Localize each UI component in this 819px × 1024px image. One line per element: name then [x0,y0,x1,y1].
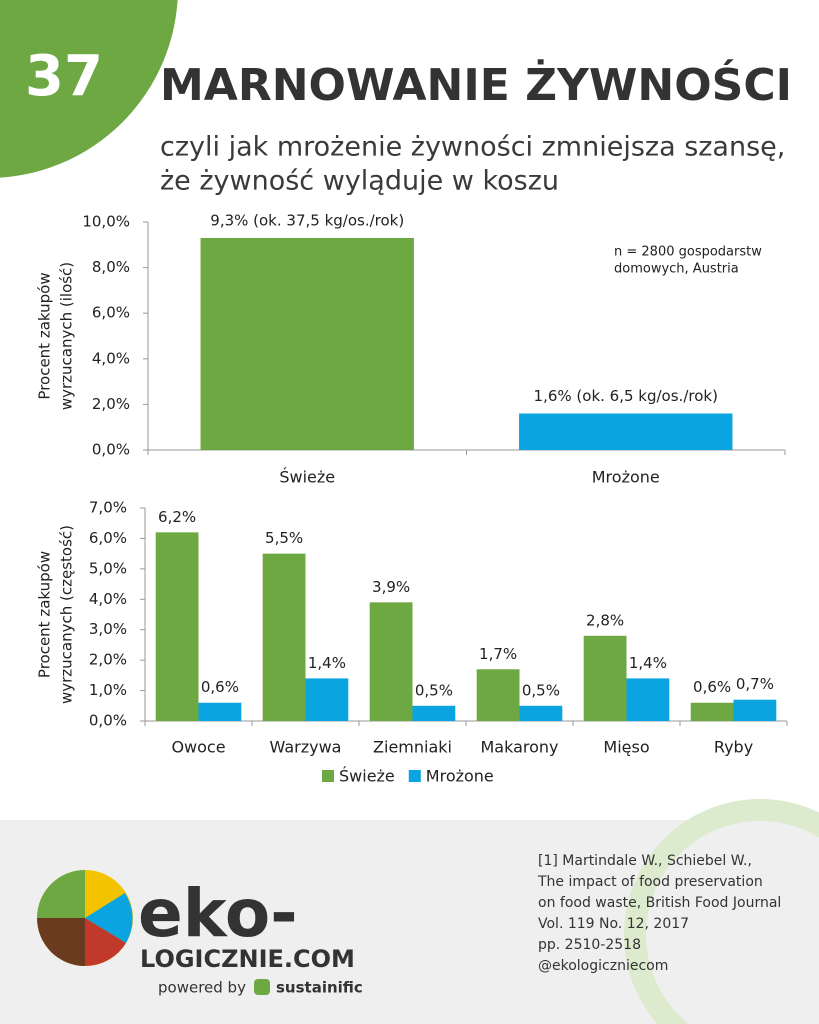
value-label: 1,6% (ok. 6,5 kg/os./rok) [534,387,718,405]
legend-label: Mrożone [426,767,494,786]
brand: sustainific [276,979,363,997]
bar [412,705,456,721]
y-tick-label: 6,0% [92,304,130,322]
y-tick-label: 10,0% [82,213,130,231]
y-tick-label: 6,0% [89,529,127,547]
y-tick-label: 8,0% [92,258,130,276]
bar [519,413,733,450]
y-axis-label: wyrzucanych (ilość) [58,262,76,410]
y-axis-label: Procent zakupów [36,272,54,399]
logo-domain: LOGICZNIE.COM [140,945,355,973]
y-tick-label: 5,0% [89,559,127,577]
bar [583,635,627,721]
annotation: domowych, Austria [614,262,739,277]
reference: @ekologiczniecom [538,958,668,974]
bar [198,702,242,721]
bar [305,678,349,721]
y-tick-label: 4,0% [89,590,127,608]
x-tick-label: Owoce [171,738,225,757]
bar [626,678,670,721]
title: MARNOWANIE ŻYWNOŚCI [160,58,792,111]
bar [476,669,520,721]
bar [155,532,199,721]
value-label: 3,9% [372,578,410,596]
bar [690,702,734,721]
y-tick-label: 0,0% [92,441,130,459]
value-label: 0,7% [736,675,774,693]
x-tick-label: Ryby [714,738,753,757]
y-tick-label: 1,0% [89,681,127,699]
reference: Vol. 119 No. 12, 2017 [538,916,689,932]
y-tick-label: 7,0% [89,499,127,517]
powered-by: powered by [158,979,246,997]
value-label: 1,7% [479,645,517,663]
x-tick-label: Świeże [279,468,335,487]
reference: on food waste, British Food Journal [538,895,781,911]
x-tick-label: Mięso [603,738,649,757]
y-tick-label: 4,0% [92,349,130,367]
annotation: n = 2800 gospodarstw [614,245,762,260]
value-label: 9,3% (ok. 37,5 kg/os./rok) [210,211,404,229]
bar [200,237,414,450]
brand-icon [254,979,270,995]
bar [519,705,563,721]
y-tick-label: 2,0% [89,651,127,669]
legend-label: Świeże [339,767,395,786]
value-label: 2,8% [586,611,624,629]
decor-ring [624,799,819,1024]
legend-swatch [408,770,421,782]
y-axis-label: Procent zakupów [36,551,54,678]
y-tick-label: 2,0% [92,395,130,413]
bar [262,553,306,721]
logo-mark [37,870,133,966]
value-label: 6,2% [158,508,196,526]
x-tick-label: Mrożone [592,468,660,487]
value-label: 1,4% [629,654,667,672]
value-label: 0,6% [201,678,239,696]
reference: [1] Martindale W., Schiebel W., [538,853,752,869]
legend-swatch [322,770,334,782]
value-label: 0,5% [415,681,453,699]
x-tick-label: Ziemniaki [373,738,452,757]
value-label: 0,6% [693,678,731,696]
y-tick-label: 0,0% [89,712,127,730]
value-label: 1,4% [308,654,346,672]
bar [369,602,413,721]
footer-bg [0,820,819,1024]
y-tick-label: 3,0% [89,620,127,638]
subtitle: że żywność wyląduje w koszu [160,166,559,197]
x-tick-label: Makarony [480,738,558,757]
reference: The impact of food preservation [537,874,763,890]
badge-number: 37 [25,44,103,109]
logo-text: eko- [138,875,298,952]
value-label: 5,5% [265,529,303,547]
corner-badge [0,0,178,178]
subtitle: czyli jak mrożenie żywności zmniejsza sz… [160,132,785,163]
bar [733,699,777,721]
y-axis-label: wyrzucanych (częstość) [58,525,76,704]
value-label: 0,5% [522,681,560,699]
reference: pp. 2510-2518 [538,937,641,953]
x-tick-label: Warzywa [270,738,342,757]
